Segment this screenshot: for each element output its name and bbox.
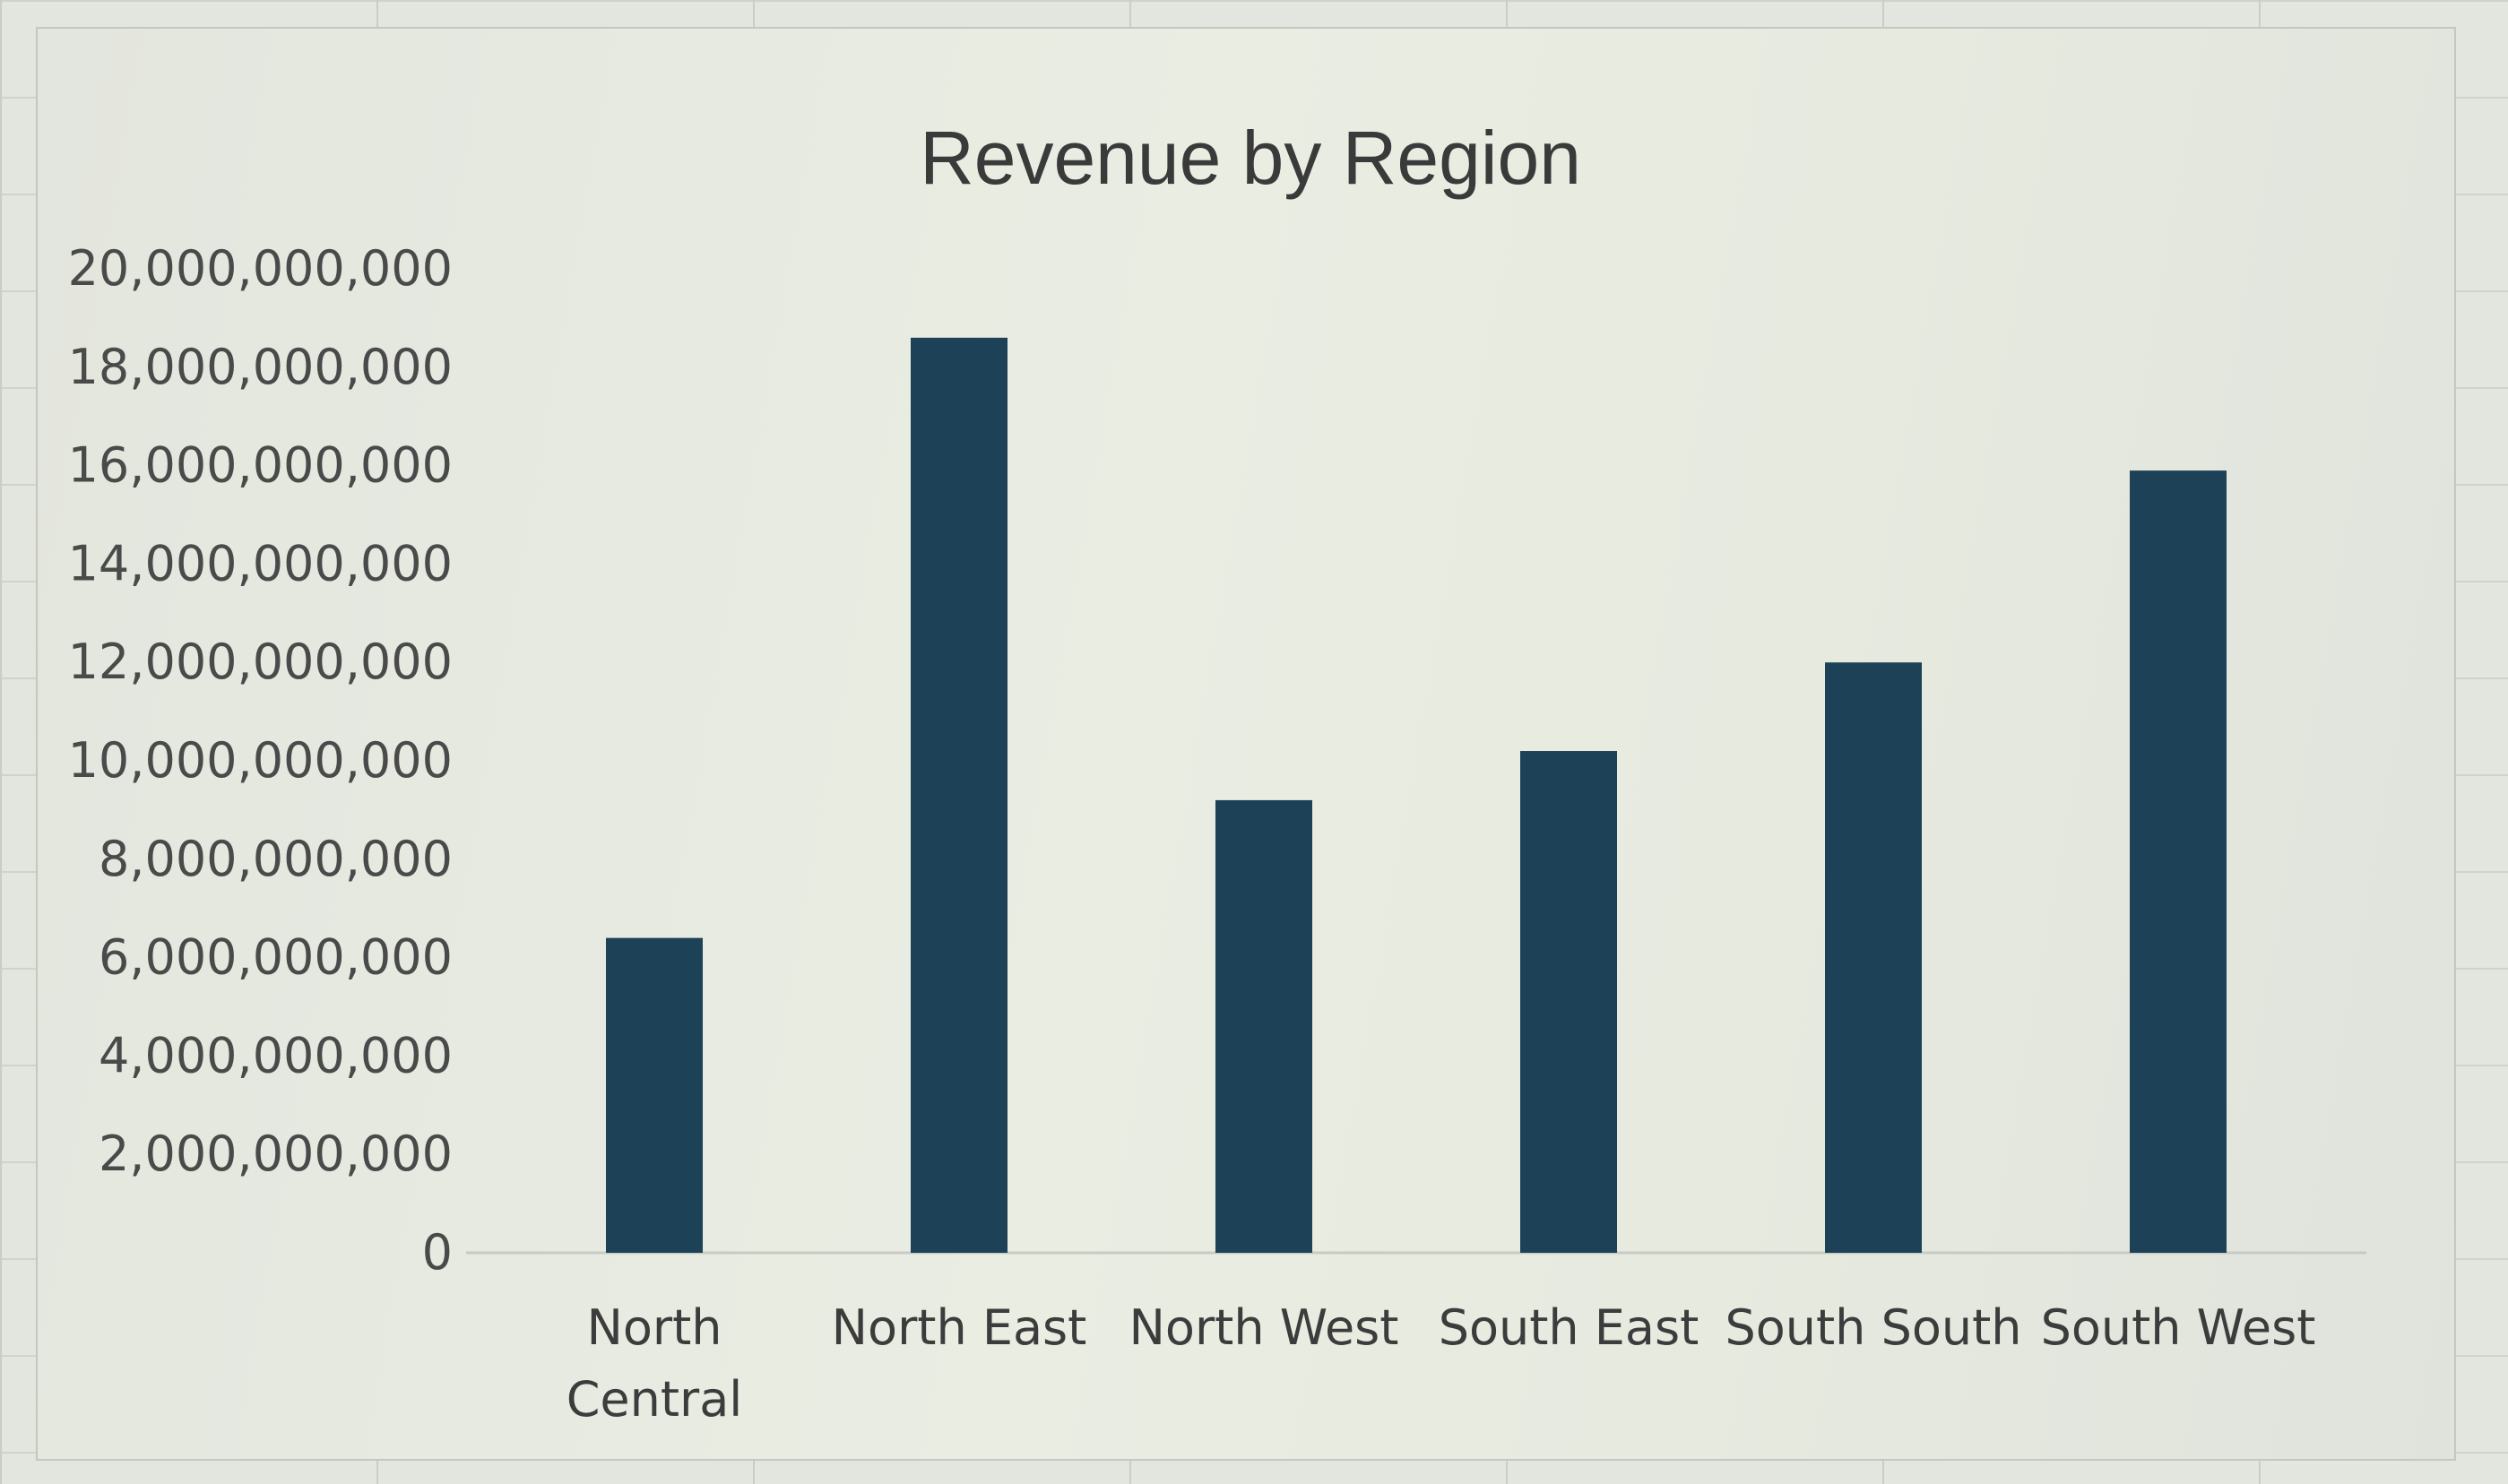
y-tick-label: 0	[422, 1224, 453, 1281]
y-tick-label: 18,000,000,000	[68, 339, 453, 395]
y-tick-label: 10,000,000,000	[68, 732, 453, 789]
bar-north-east[interactable]	[911, 337, 1008, 1253]
y-tick-label: 14,000,000,000	[68, 535, 453, 591]
y-tick-label: 4,000,000,000	[99, 1027, 453, 1083]
bar-south-east[interactable]	[1520, 751, 1617, 1253]
x-category-label: South West	[2041, 1299, 2316, 1356]
y-tick-label: 6,000,000,000	[99, 929, 453, 986]
x-category-label: South South	[1725, 1299, 2021, 1356]
y-tick-label: 12,000,000,000	[68, 634, 453, 690]
bars	[606, 337, 2227, 1253]
y-tick-label: 8,000,000,000	[99, 831, 453, 887]
x-category-label: North	[586, 1299, 722, 1356]
bar-south-south[interactable]	[1825, 662, 1922, 1253]
y-axis-labels: 0 2,000,000,000 4,000,000,000 6,000,000,000…	[68, 240, 453, 1281]
x-category-label: South East	[1439, 1299, 1699, 1356]
bar-south-west[interactable]	[2130, 470, 2227, 1253]
x-category-label: North East	[832, 1299, 1087, 1356]
x-category-label: North West	[1129, 1299, 1399, 1356]
chart-title: Revenue by Region	[920, 116, 1581, 200]
x-axis-labels: North Central North East North West South Ea…	[566, 1299, 2316, 1428]
x-category-label: Central	[566, 1371, 743, 1428]
bar-north-west[interactable]	[1215, 799, 1312, 1253]
y-tick-label: 2,000,000,000	[99, 1126, 453, 1182]
y-tick-label: 16,000,000,000	[68, 437, 453, 494]
y-tick-label: 20,000,000,000	[68, 240, 453, 297]
bar-north-central[interactable]	[606, 937, 703, 1253]
